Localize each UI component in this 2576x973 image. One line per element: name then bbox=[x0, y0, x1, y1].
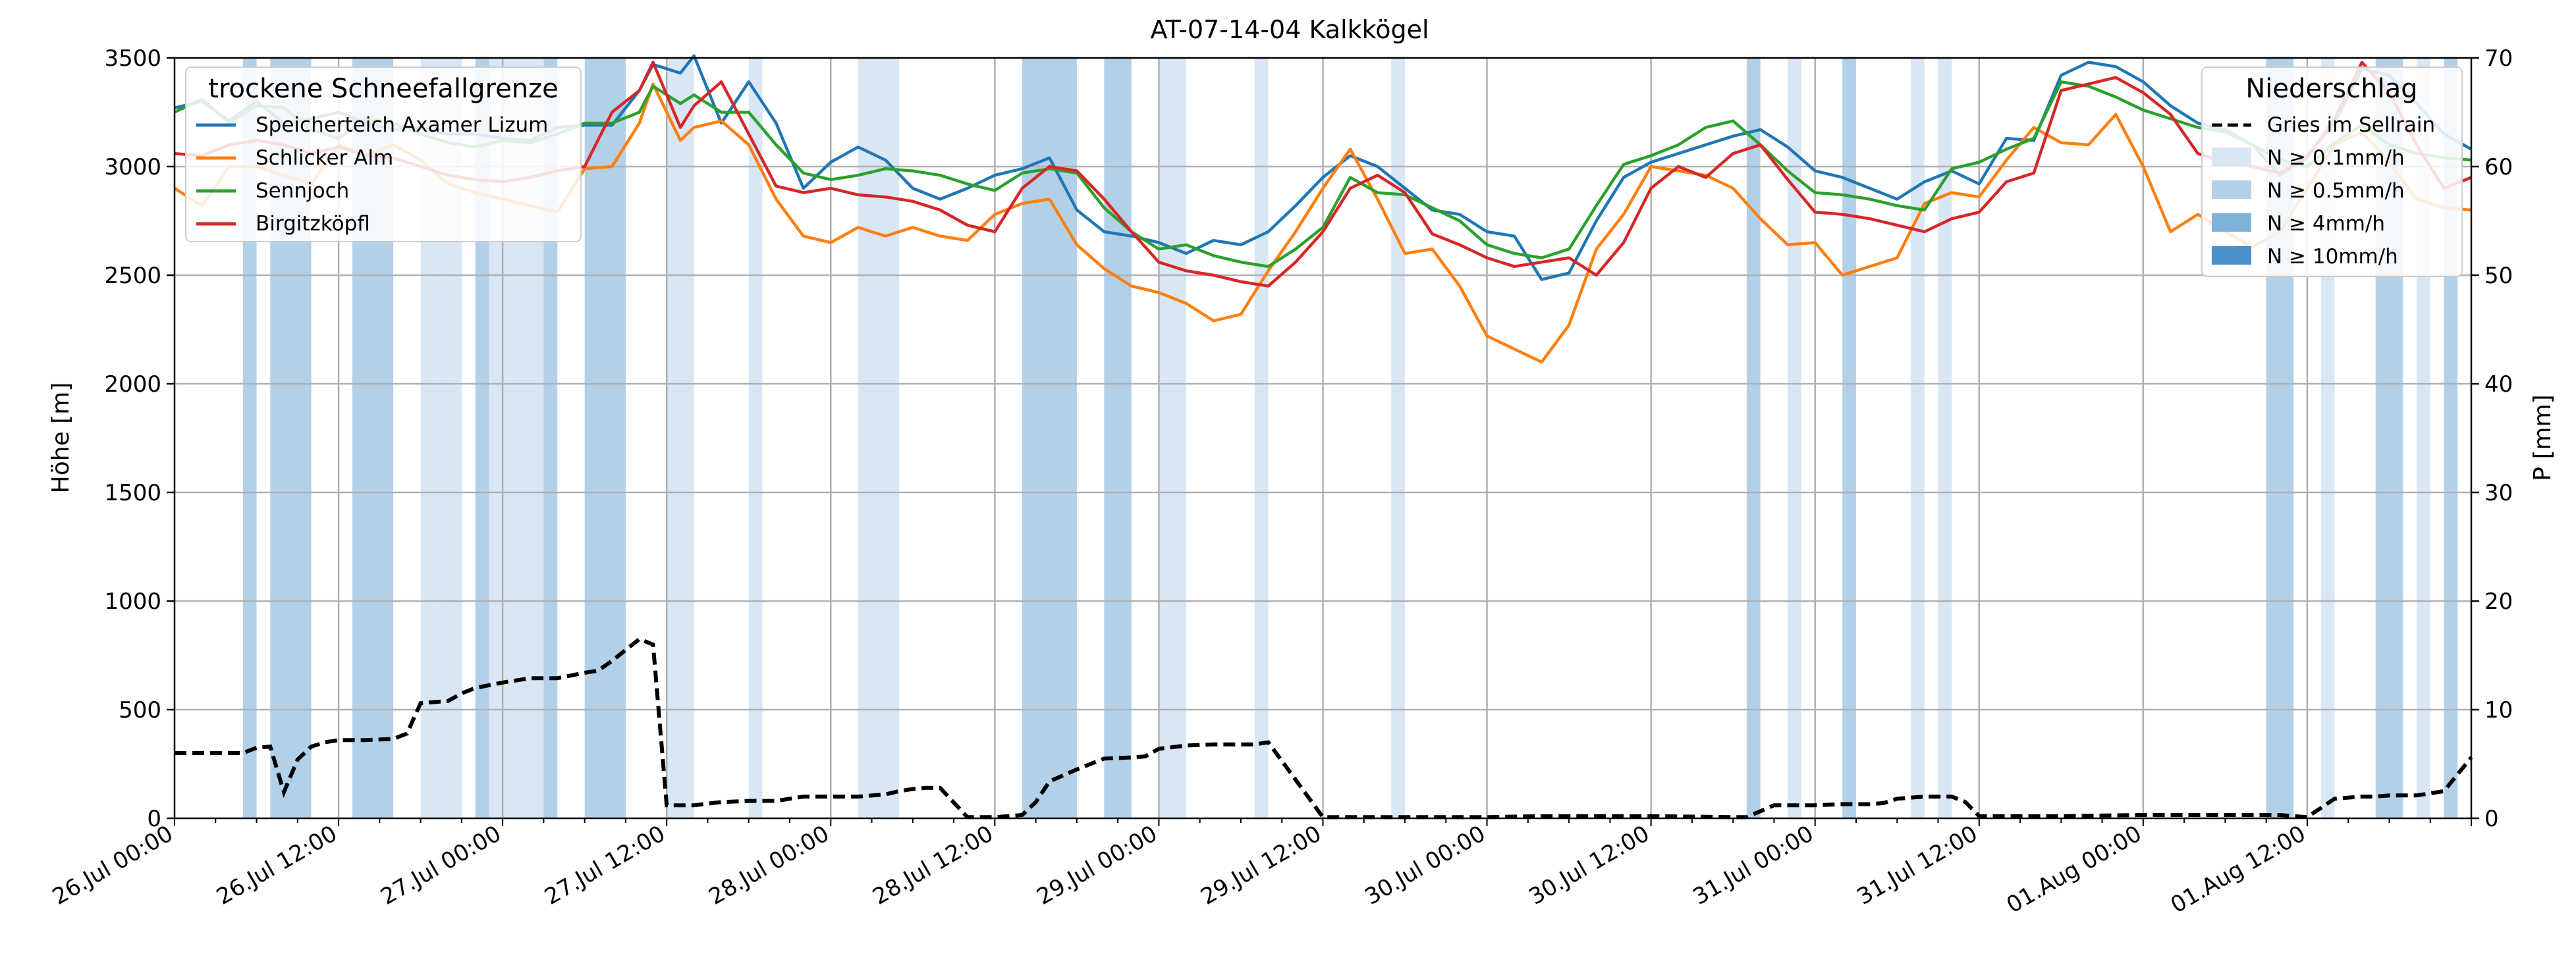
precipitation-line bbox=[175, 637, 2473, 820]
legend-left-label-1: Speicherteich Axamer Lizum bbox=[256, 113, 548, 137]
grid-lines bbox=[175, 58, 2471, 818]
y-tick-label-left-2: 1000 bbox=[104, 589, 161, 615]
y-tick-label-right-7: 70 bbox=[2484, 45, 2513, 72]
legend-band-label-2: N ≥ 4mm/h bbox=[2267, 212, 2385, 236]
legend-left-items: Speicherteich Axamer Lizum Schlicker Alm S… bbox=[196, 113, 548, 236]
precip-band-15 bbox=[1159, 58, 1186, 818]
precip-band-20 bbox=[1842, 58, 1856, 818]
y-tick-label-left-0: 0 bbox=[147, 806, 161, 832]
y-tick-label-right-2: 20 bbox=[2484, 589, 2513, 615]
y-tick-label-right-0: 0 bbox=[2484, 806, 2499, 832]
legend-left-label-2: Schlicker Alm bbox=[256, 146, 393, 170]
precip-band-10 bbox=[667, 58, 694, 818]
legend-band-swatch-0 bbox=[2212, 147, 2251, 166]
precip-band-18 bbox=[1746, 58, 1761, 818]
precip-band-13 bbox=[1022, 58, 1077, 818]
precip-band-0 bbox=[242, 58, 257, 818]
y-tick-label-right-1: 10 bbox=[2484, 697, 2513, 723]
precip-band-8 bbox=[543, 58, 558, 818]
legend-right-title: Niederschlag bbox=[2245, 74, 2417, 104]
y-tick-label-left-5: 2500 bbox=[104, 263, 161, 289]
legend-band-swatch-3 bbox=[2212, 246, 2251, 265]
legend-left-title: trockene Schneefallgrenze bbox=[208, 74, 558, 104]
legend-precip-line-label: Gries im Sellrain bbox=[2267, 113, 2435, 137]
precip-band-11 bbox=[748, 58, 763, 818]
legend-band-swatch-2 bbox=[2212, 213, 2251, 232]
chart-title: AT-07-14-04 Kalkkögel bbox=[1150, 15, 1429, 44]
precip-band-12 bbox=[858, 58, 900, 818]
y-axis-title-left: Höhe [m] bbox=[47, 382, 74, 494]
legend-band-label-1: N ≥ 0.5mm/h bbox=[2267, 179, 2405, 203]
legend-right: Niederschlag Gries im Sellrain N ≥ 0.1mm… bbox=[2201, 66, 2463, 277]
precip-band-5 bbox=[448, 58, 462, 818]
precipitation-line-group bbox=[175, 637, 2473, 820]
precip-band-3 bbox=[420, 58, 435, 818]
y-axis-title-right: P [mm] bbox=[2529, 394, 2556, 481]
y-tick-label-right-6: 60 bbox=[2484, 154, 2513, 180]
precip-band-14 bbox=[1104, 58, 1132, 818]
legend-left: trockene Schneefallgrenze Speicherteich … bbox=[185, 66, 582, 242]
legend-left-label-4: Birgitzköpfl bbox=[256, 212, 370, 236]
legend-band-label-3: N ≥ 10mm/h bbox=[2267, 245, 2398, 269]
precip-band-17 bbox=[1391, 58, 1406, 818]
y-tick-label-left-1: 500 bbox=[119, 697, 161, 723]
legend-band-swatch-1 bbox=[2212, 180, 2251, 199]
legend-left-box bbox=[185, 66, 582, 242]
y-tick-label-right-4: 40 bbox=[2484, 371, 2513, 398]
precip-band-9 bbox=[584, 58, 626, 818]
y-tick-label-right-5: 50 bbox=[2484, 263, 2513, 289]
y-tick-label-right-3: 30 bbox=[2484, 480, 2513, 506]
y-tick-label-left-3: 1500 bbox=[104, 480, 161, 506]
precip-band-22 bbox=[1938, 58, 1952, 818]
legend-right-bands: N ≥ 0.1mm/h N ≥ 0.5mm/h N ≥ 4mm/h N ≥ 10mm/… bbox=[2212, 146, 2405, 269]
y-tick-label-left-6: 3000 bbox=[104, 154, 161, 180]
y-tick-label-left-7: 3500 bbox=[104, 45, 161, 72]
precip-band-21 bbox=[1911, 58, 1925, 818]
legend-band-label-0: N ≥ 0.1mm/h bbox=[2267, 146, 2405, 170]
precip-band-16 bbox=[1254, 58, 1269, 818]
legend-left-label-3: Sennjoch bbox=[256, 179, 349, 203]
precip-band-4 bbox=[434, 58, 449, 818]
legend-right-box bbox=[2201, 66, 2463, 277]
y-tick-label-left-4: 2000 bbox=[104, 371, 161, 398]
precip-band-19 bbox=[1788, 58, 1801, 818]
precip-band-6 bbox=[475, 58, 489, 818]
